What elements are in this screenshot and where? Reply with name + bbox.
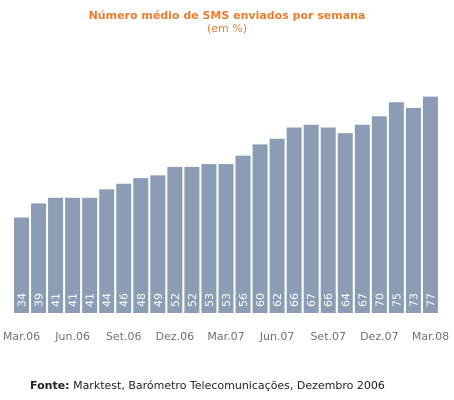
- bar-value-label: 53: [220, 293, 233, 307]
- x-tick-label: Set.06: [106, 330, 142, 343]
- bar-value-label: 34: [16, 293, 29, 307]
- bar-Out.07: [337, 133, 353, 313]
- bar-Mar.06: [14, 217, 29, 313]
- bar-value-label: 39: [33, 293, 46, 307]
- bar-Jan.07: [184, 166, 200, 313]
- x-tick-label: Dez.07: [360, 330, 399, 343]
- bar-value-label: 49: [152, 293, 165, 307]
- bar-value-label: 75: [390, 293, 403, 307]
- bar-Dez.06: [167, 166, 183, 313]
- bar-Jul.06: [82, 197, 98, 313]
- bar-value-label: 77: [424, 293, 437, 307]
- x-tick-label: Set.07: [310, 330, 346, 343]
- chart-title: Número médio de SMS enviados por semana: [88, 9, 366, 22]
- bar-value-label: 53: [203, 293, 216, 307]
- bar-Jan.08: [388, 102, 404, 313]
- bar-value-label: 70: [373, 293, 386, 307]
- bar-value-label: 41: [67, 293, 80, 307]
- bar-Abr.07: [235, 155, 251, 313]
- bar-Jun.06: [65, 197, 81, 313]
- bar-value-label: 67: [356, 293, 369, 307]
- bar-value-label: 52: [169, 293, 182, 307]
- bar-value-label: 66: [322, 293, 335, 307]
- bar-Nov.06: [150, 175, 166, 313]
- bar-value-label: 48: [135, 293, 148, 307]
- bar-value-label: 56: [237, 293, 250, 307]
- bar-Jun.07: [269, 138, 285, 313]
- bar-value-label: 64: [339, 293, 352, 307]
- x-axis-labels: Mar.06 Jun.06 Set.06 Dez.06 Mar.07 Jun.07 Set.…: [3, 330, 449, 343]
- bar-Out.06: [133, 178, 149, 313]
- source-label: Fonte:: [30, 379, 70, 392]
- bar-Abr.06: [31, 203, 47, 313]
- x-tick-label: Mar.08: [412, 330, 449, 343]
- bar-Mai.07: [252, 144, 268, 313]
- bar-value-label: 60: [254, 293, 267, 307]
- source-note: Fonte: Marktest, Barómetro Telecomunicaç…: [30, 379, 385, 392]
- bar-value-label: 52: [186, 293, 199, 307]
- bar-value-label: 46: [118, 293, 131, 307]
- x-tick-label: Jun.06: [54, 330, 90, 343]
- bar-value-label: 62: [271, 293, 284, 307]
- bar-Ago.07: [303, 124, 319, 313]
- bar-Ago.06: [99, 189, 115, 313]
- chart-subtitle: (em %): [206, 22, 247, 35]
- bar-Jul.07: [286, 127, 302, 313]
- bar-value-label: 41: [84, 293, 97, 307]
- bar-Set.07: [320, 127, 336, 313]
- bar-Nov.07: [354, 124, 370, 313]
- bar-value-label: 67: [305, 293, 318, 307]
- bar-Mar.08: [422, 96, 438, 313]
- bar-Mai.06: [48, 197, 64, 313]
- bar-value-label: 73: [407, 293, 420, 307]
- bar-Fev.07: [201, 164, 217, 313]
- bars-group: [14, 96, 438, 314]
- bar-value-label: 66: [288, 293, 301, 307]
- bar-Mar.07: [218, 164, 234, 313]
- bar-Set.06: [116, 183, 132, 313]
- source-text: Marktest, Barómetro Telecomunicações, De…: [69, 379, 385, 392]
- x-tick-label: Mar.06: [3, 330, 40, 343]
- bar-Dez.07: [371, 116, 387, 313]
- bar-Fev.08: [405, 107, 421, 314]
- bar-value-label: 44: [101, 293, 114, 307]
- bar-labels-group: 34 39 41 41 41 44 46 48 49 52 52 53 53 56 60 62 66 67 66 64…: [16, 293, 438, 307]
- x-tick-label: Jun.07: [259, 330, 295, 343]
- x-tick-label: Dez.06: [156, 330, 195, 343]
- x-tick-label: Mar.07: [207, 330, 244, 343]
- bar-value-label: 41: [50, 293, 63, 307]
